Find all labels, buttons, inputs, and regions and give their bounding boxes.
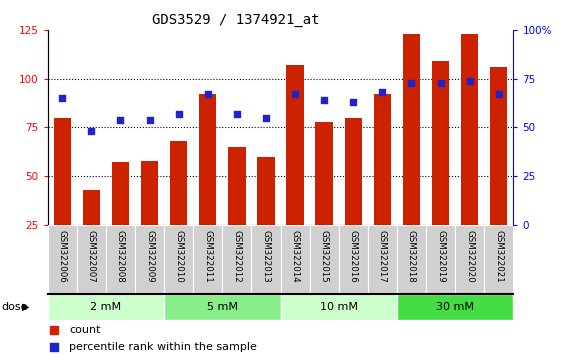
Bar [315,122,333,225]
Text: GSM322009: GSM322009 [145,230,154,283]
Bar [426,225,455,294]
Text: count: count [70,325,101,335]
Text: GSM322013: GSM322013 [261,230,270,283]
Bar [397,225,426,294]
Point [465,78,474,84]
Bar [164,294,280,320]
Text: GSM322016: GSM322016 [349,230,358,283]
Bar [432,61,449,225]
Text: GSM322018: GSM322018 [407,230,416,283]
Text: dose: dose [2,302,28,312]
Text: GSM322015: GSM322015 [320,230,329,283]
Bar [135,225,164,294]
Bar [106,225,135,294]
Point [174,111,183,116]
Text: GSM322011: GSM322011 [203,230,212,283]
Point [320,97,329,103]
Point [203,92,212,97]
Bar [280,225,310,294]
Bar [164,225,193,294]
Text: 2 mM: 2 mM [90,302,121,312]
Point [232,111,241,116]
Bar [484,225,513,294]
Text: ▶: ▶ [22,302,30,312]
Bar [455,225,484,294]
Bar [228,147,246,225]
Point [407,80,416,85]
Bar [112,162,129,225]
Point [291,92,300,97]
Bar [82,190,100,225]
Point [261,115,270,120]
Bar [286,65,304,225]
Bar [310,225,339,294]
Text: 5 mM: 5 mM [207,302,238,312]
Point [145,117,154,122]
Point [436,80,445,85]
Point [116,117,125,122]
Bar [53,118,71,225]
Text: GSM322008: GSM322008 [116,230,125,283]
Point [349,99,358,105]
Bar [397,294,513,320]
Text: percentile rank within the sample: percentile rank within the sample [70,342,257,352]
Bar [344,118,362,225]
Bar [403,34,420,225]
Text: 30 mM: 30 mM [436,302,474,312]
Bar [461,34,479,225]
Text: GSM322020: GSM322020 [465,230,474,283]
Bar [141,161,158,225]
Text: GSM322007: GSM322007 [87,230,96,283]
Bar [374,95,391,225]
Text: GSM322010: GSM322010 [174,230,183,283]
Text: 10 mM: 10 mM [320,302,358,312]
Bar [339,225,368,294]
Text: GSM322006: GSM322006 [58,230,67,283]
Text: GSM322012: GSM322012 [232,230,241,283]
Text: GDS3529 / 1374921_at: GDS3529 / 1374921_at [152,12,319,27]
Bar [77,225,106,294]
Point [293,267,302,273]
Text: GSM322021: GSM322021 [494,230,503,283]
Text: GSM322017: GSM322017 [378,230,387,283]
Bar [170,141,187,225]
Bar [48,225,77,294]
Bar [280,294,397,320]
Bar [490,67,508,225]
Point [293,114,302,120]
Point [378,90,387,95]
Bar [257,156,275,225]
Bar [199,95,217,225]
Text: GSM322014: GSM322014 [291,230,300,283]
Bar [48,294,164,320]
Text: GSM322019: GSM322019 [436,230,445,283]
Bar [251,225,280,294]
Bar [222,225,251,294]
Bar [193,225,222,294]
Point [494,92,503,97]
Point [58,95,67,101]
Bar [368,225,397,294]
Point [87,129,96,134]
